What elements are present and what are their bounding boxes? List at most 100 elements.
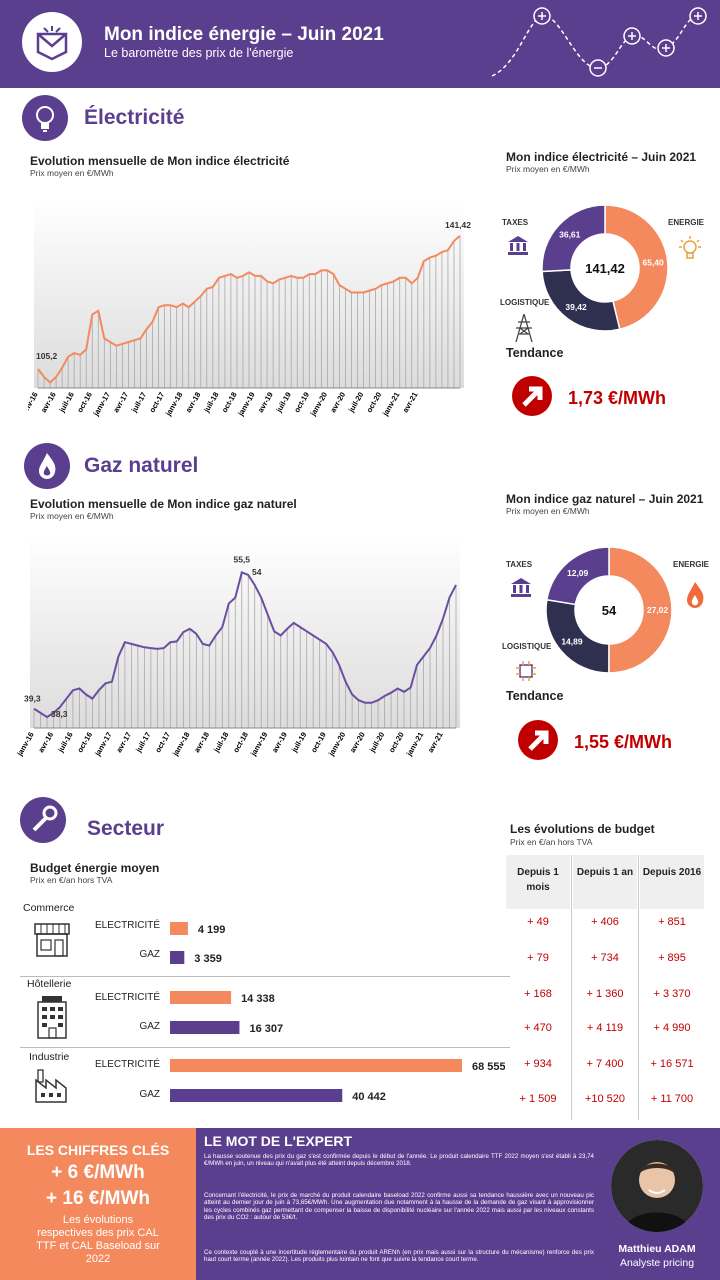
factory-icon xyxy=(35,1069,67,1103)
x-tick-label: janv-20 xyxy=(326,731,347,759)
table-cell: + 3 370 xyxy=(653,988,691,1000)
x-tick-label: avr-20 xyxy=(328,391,347,415)
budget-value-label: 3 359 xyxy=(194,953,222,965)
budget-unit: Prix en €/an hors TVA xyxy=(30,875,113,885)
table-cell: + 1 509 xyxy=(519,1093,557,1105)
series-line xyxy=(37,235,461,384)
table-cell: + 168 xyxy=(524,988,552,1000)
elec-label-energie: ENERGIE xyxy=(668,218,705,227)
donut-value-label: 65,40 xyxy=(643,257,665,267)
key-figures-panel: LES CHIFFRES CLÉS + 6 €/MWh + 16 €/MWh L… xyxy=(0,1128,196,1280)
x-tick-label: janv-19 xyxy=(248,731,269,759)
section-title-gaz: Gaz naturel xyxy=(84,454,199,477)
data-label: 54 xyxy=(252,567,262,577)
donut-center-label: 54 xyxy=(602,603,617,618)
x-tick-label: oct-18 xyxy=(220,391,239,415)
elec-trend-label: Tendance xyxy=(506,346,564,360)
table-cell: + 4 990 xyxy=(653,1022,691,1034)
x-tick-label: avr-17 xyxy=(111,391,130,415)
table-cell: + 4 119 xyxy=(586,1022,624,1034)
header-decoration xyxy=(491,7,707,77)
bar-label-elec: ELECTRICITÉ xyxy=(94,920,160,931)
logo-badge xyxy=(22,12,82,72)
expert-paragraph-3: Ce contexte couplé à une incertitude rég… xyxy=(204,1249,594,1264)
bank-icon xyxy=(511,578,531,597)
x-tick-label: juil-20 xyxy=(367,731,386,755)
x-tick-label: avr-16 xyxy=(36,731,55,755)
key-figures-desc: Les évolutions respectives des prix CAL … xyxy=(36,1214,160,1265)
elec-donut-unit: Prix moyen en €/MWh xyxy=(506,164,590,174)
gaz-donut-title: Mon indice gaz naturel – Juin 2021 xyxy=(506,492,704,506)
shop-icon xyxy=(34,923,70,957)
flame-icon xyxy=(687,582,704,608)
budget-bar xyxy=(170,1021,240,1034)
gaz-line-unit: Prix moyen en €/MWh xyxy=(30,511,114,521)
bar-label-gaz: GAZ xyxy=(139,949,160,960)
gaz-line-title: Evolution mensuelle de Mon indice gaz na… xyxy=(30,497,297,511)
sector-divider xyxy=(20,976,510,977)
x-tick-label: janv-18 xyxy=(170,731,191,759)
x-tick-label: janv-21 xyxy=(404,731,425,759)
donut-value-label: 12,09 xyxy=(567,568,589,578)
x-tick-label: avr-18 xyxy=(192,731,211,755)
flame-icon xyxy=(24,443,70,489)
trend-up-arrow-icon xyxy=(512,376,552,416)
budget-bar xyxy=(170,991,232,1004)
x-tick-label: juil-16 xyxy=(56,731,75,755)
x-tick-label: oct-17 xyxy=(147,391,166,415)
x-tick-label: janv-18 xyxy=(163,391,184,419)
donut-value-label: 36,61 xyxy=(559,230,581,240)
budget-value-label: 16 307 xyxy=(249,1023,283,1035)
key-figure-2: + 16 €/MWh xyxy=(46,1188,150,1209)
donut-slice-taxes xyxy=(541,204,606,273)
gaz-trend-value: 1,55 €/MWh xyxy=(574,732,673,752)
elec-label-taxes: TAXES xyxy=(502,218,529,227)
table-cell: + 11 700 xyxy=(650,1093,694,1105)
gaz-trend-label: Tendance xyxy=(506,689,564,703)
x-tick-label: oct-20 xyxy=(387,731,406,755)
trend-up-arrow-icon xyxy=(518,720,558,760)
x-tick-label: janv-19 xyxy=(236,391,257,419)
x-tick-label: juil-19 xyxy=(289,731,308,755)
expert-title: LE MOT DE L'EXPERT xyxy=(204,1133,353,1149)
bar-label-gaz: GAZ xyxy=(139,1089,160,1100)
x-tick-label: janv-16 xyxy=(15,731,36,759)
budget-bar xyxy=(170,951,185,964)
gaz-label-energie: ENERGIE xyxy=(673,560,710,569)
key-figure-1: + 6 €/MWh xyxy=(51,1162,145,1183)
donut-value-label: 39,42 xyxy=(565,302,587,312)
table-cell: + 895 xyxy=(658,952,686,964)
bulb-icon xyxy=(22,95,68,141)
elec-donut-title: Mon indice électricité – Juin 2021 xyxy=(506,150,697,164)
donut-slice-taxes xyxy=(545,546,610,606)
gaz-donut-chart: 27,02 14,89 12,09 54 xyxy=(545,546,673,674)
x-tick-label: janv-16 xyxy=(28,391,40,419)
x-tick-label: oct-19 xyxy=(309,731,328,755)
x-tick-label: avr-21 xyxy=(401,391,420,415)
expert-role: Analyste pricing xyxy=(619,1257,695,1269)
sector-hotellerie: Hôtellerie xyxy=(27,978,72,990)
table-cell: + 851 xyxy=(658,916,686,928)
data-label: 55,5 xyxy=(233,554,250,564)
x-tick-label: oct-18 xyxy=(231,731,250,755)
table-divider xyxy=(638,855,639,1120)
section-title-electricite: Électricité xyxy=(84,106,185,129)
elec-trend-value: 1,73 €/MWh xyxy=(568,388,667,408)
table-cell: + 406 xyxy=(591,916,619,928)
x-tick-label: oct-20 xyxy=(365,391,384,415)
x-tick-label: avr-20 xyxy=(348,731,367,755)
table-cell: + 1 360 xyxy=(586,988,624,1000)
gaz-donut-unit: Prix moyen en €/MWh xyxy=(506,506,590,516)
col-header-2016: Depuis 2016 xyxy=(640,855,704,909)
col-header-1mois: Depuis 1 mois xyxy=(506,855,570,909)
x-tick-label: oct-16 xyxy=(75,391,94,415)
expert-paragraph-2: Concernant l'électricité, le prix de mar… xyxy=(204,1192,594,1221)
data-label: 39,3 xyxy=(24,694,41,704)
donut-slice-energie xyxy=(608,546,673,674)
budget-bar xyxy=(170,1089,343,1102)
expert-paragraph-1: La hausse soutenue des prix du gaz s'est… xyxy=(204,1153,594,1168)
budget-bar-chart: 4 199 3 359 14 338 16 307 68 555 40 442 xyxy=(170,922,505,1103)
x-tick-label: juil-18 xyxy=(211,731,230,755)
